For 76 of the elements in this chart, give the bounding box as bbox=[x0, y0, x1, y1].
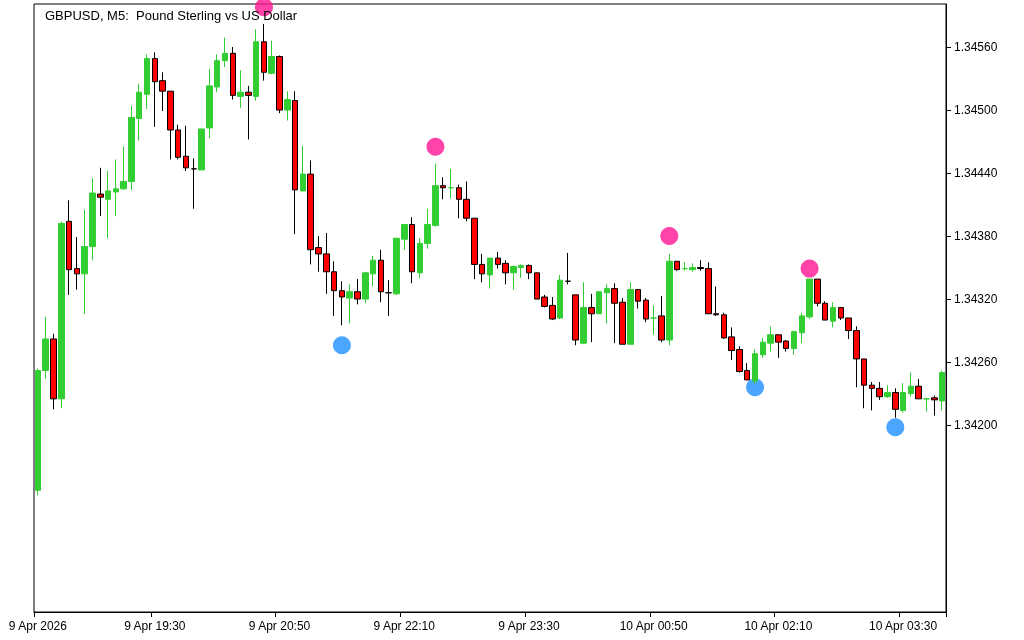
candlestick bbox=[580, 281, 587, 345]
candlestick bbox=[674, 260, 680, 272]
candlestick bbox=[596, 291, 602, 315]
candlestick bbox=[658, 295, 665, 343]
candlestick bbox=[97, 167, 104, 217]
candlestick bbox=[650, 304, 657, 336]
candlestick bbox=[643, 297, 649, 323]
candlestick bbox=[268, 40, 275, 75]
candlestick bbox=[284, 90, 291, 122]
y-tick-label: 1.34260 bbox=[954, 355, 998, 370]
candlestick bbox=[191, 157, 197, 210]
candlestick bbox=[300, 145, 306, 192]
chart-title: GBPUSD, M5: Pound Sterling vs US Dollar bbox=[45, 8, 298, 23]
x-tick-label: 10 Apr 02:10 bbox=[744, 619, 813, 633]
candlestick bbox=[354, 278, 361, 305]
y-tick-label: 1.34560 bbox=[954, 40, 998, 55]
candlestick bbox=[245, 85, 252, 140]
candlestick bbox=[261, 23, 267, 82]
point bbox=[800, 259, 819, 278]
candlestick bbox=[635, 289, 641, 310]
point bbox=[332, 336, 351, 355]
candlestick bbox=[487, 257, 493, 290]
candlestick bbox=[666, 253, 673, 346]
candlestick bbox=[900, 382, 906, 413]
candlestick bbox=[884, 384, 891, 399]
candlestick bbox=[604, 283, 610, 324]
x-tick-label: 9 Apr 20:50 bbox=[248, 619, 311, 633]
candlestick bbox=[253, 28, 259, 102]
candlestick bbox=[58, 220, 65, 409]
candlestick bbox=[144, 53, 150, 110]
y-tick-label: 1.34500 bbox=[954, 103, 998, 118]
candlestick bbox=[752, 348, 758, 385]
candlestick bbox=[830, 301, 836, 328]
candlestick bbox=[385, 279, 392, 317]
candlestick bbox=[74, 236, 80, 291]
x-tick-label: 9 Apr 19:30 bbox=[124, 619, 186, 633]
x-tick-label: 9 Apr 2026 bbox=[8, 619, 68, 633]
candlestick bbox=[923, 397, 930, 412]
candlestick bbox=[222, 37, 228, 68]
candlestick bbox=[440, 176, 446, 200]
y-tick-label: 1.34320 bbox=[954, 292, 998, 307]
candlestick bbox=[939, 369, 945, 411]
candlestick bbox=[526, 263, 532, 280]
candlestick bbox=[409, 216, 415, 284]
y-tick-label: 1.34200 bbox=[954, 418, 998, 433]
candlestick bbox=[565, 252, 571, 285]
candlestick bbox=[448, 168, 454, 199]
candlestick bbox=[791, 330, 797, 356]
candlestick bbox=[237, 69, 244, 109]
candlestick bbox=[378, 249, 384, 303]
point bbox=[426, 137, 445, 156]
y-tick-label: 1.34440 bbox=[954, 166, 998, 181]
candlestick bbox=[183, 125, 189, 172]
candlestick bbox=[230, 46, 236, 101]
x-tick-label: 9 Apr 22:10 bbox=[373, 619, 436, 633]
candlestick bbox=[627, 281, 634, 345]
candlestick bbox=[572, 294, 579, 346]
candlestick bbox=[892, 387, 899, 419]
candlestick bbox=[50, 333, 57, 410]
candlestick bbox=[105, 170, 111, 239]
candlestick bbox=[915, 378, 922, 400]
candlestick bbox=[908, 372, 914, 398]
x-tick-label: 9 Apr 23:30 bbox=[498, 619, 560, 633]
candlestick bbox=[588, 293, 595, 343]
candlestick bbox=[292, 90, 298, 235]
point bbox=[886, 418, 905, 437]
candlestick bbox=[276, 54, 283, 114]
x-tick-label: 10 Apr 03:30 bbox=[869, 619, 938, 633]
candlestick bbox=[346, 283, 353, 324]
candlestick bbox=[931, 395, 938, 417]
candlestick bbox=[557, 274, 563, 320]
x-tick-label: 10 Apr 00:50 bbox=[619, 619, 689, 633]
point bbox=[660, 227, 679, 246]
y-tick-label: 1.34380 bbox=[954, 229, 998, 244]
candlestick bbox=[66, 199, 72, 296]
candlestick bbox=[339, 280, 345, 326]
